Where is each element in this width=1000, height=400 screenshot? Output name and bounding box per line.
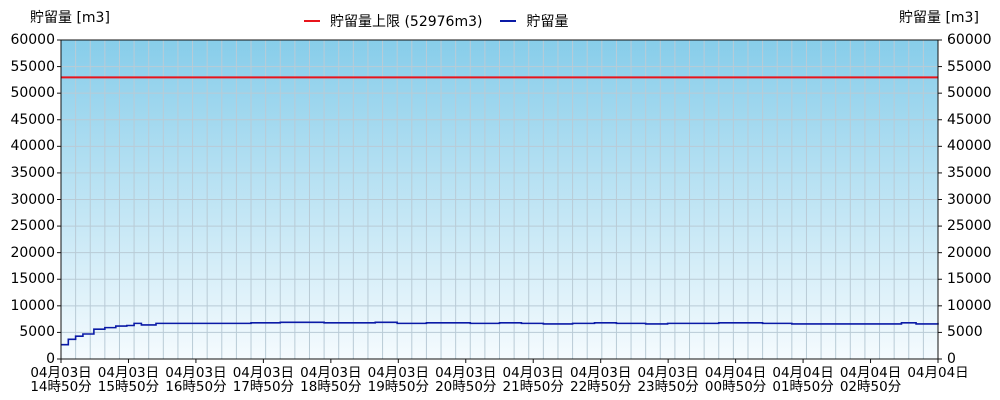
x-tick-time: 16時50分 <box>165 379 227 395</box>
y-tick-label-right: 25000 <box>947 218 992 235</box>
x-tick-date: 04月03日 <box>502 365 564 381</box>
x-tick-time: 19時50分 <box>367 379 429 395</box>
y-tick-label-right: 45000 <box>947 111 992 128</box>
y-tick-label-left: 40000 <box>10 138 55 155</box>
x-tick-label: 04月03日 15時50分 <box>88 366 168 394</box>
x-tick-date: 04月03日 <box>232 365 295 381</box>
x-tick-label: 04月03日 16時50分 <box>156 366 236 394</box>
y-tick-label-right: 35000 <box>947 164 992 181</box>
x-tick-time: 15時50分 <box>97 379 160 395</box>
storage-swatch <box>500 20 517 22</box>
x-tick-label: 04月03日 19時50分 <box>358 366 438 394</box>
y-tick-label-left: 25000 <box>10 218 55 235</box>
x-tick-date: 04月03日 <box>30 365 92 381</box>
plot-frame <box>57 39 942 363</box>
y-tick-label-left: 10000 <box>10 297 55 314</box>
legend-storage-label: 貯留量 <box>526 14 569 30</box>
y-tick-label-left: 5000 <box>19 324 55 341</box>
legend: 貯留量上限 (52976m3) 貯留量 <box>304 11 586 31</box>
x-tick-label: 04月03日 18時50分 <box>291 366 371 394</box>
x-tick-date: 04月03日 <box>637 365 699 381</box>
x-tick-label: 04月04日 00時50分 <box>696 366 776 394</box>
y-tick-label-right: 40000 <box>947 138 992 155</box>
x-tick-time: 23時50分 <box>637 379 699 395</box>
x-tick-label: 04月03日 20時50分 <box>426 366 506 394</box>
x-tick-time: 01時50分 <box>772 379 834 395</box>
x-tick-time: 22時50分 <box>570 379 632 395</box>
x-tick-time: 21時50分 <box>502 379 564 395</box>
y-tick-label-left: 50000 <box>10 85 55 102</box>
x-tick-time: 14時50分 <box>30 379 92 395</box>
x-tick-time: 17時50分 <box>232 379 295 395</box>
x-tick-label: 04月04日 02時50分 <box>831 366 911 394</box>
x-tick-date: 04月04日 <box>704 365 767 381</box>
x-tick-date: 04月03日 <box>367 365 429 381</box>
x-tick-date: 04月04日 <box>772 365 834 381</box>
y-tick-label-left: 55000 <box>10 58 55 75</box>
x-tick-time: 20時50分 <box>435 379 497 395</box>
x-tick-date: 04月03日 <box>97 365 160 381</box>
y-tick-label-right: 0 <box>947 351 956 367</box>
x-tick-time: 00時50分 <box>704 379 767 395</box>
x-tick-label: 04月03日 23時50分 <box>628 366 708 394</box>
x-tick-label: 04月04日 01時50分 <box>763 366 843 394</box>
y-tick-label-left: 15000 <box>10 271 55 288</box>
y-tick-label-left: 45000 <box>10 111 55 128</box>
x-tick-date: 04月03日 <box>165 365 227 381</box>
x-tick-label: 04月04日 <box>898 366 978 380</box>
y-tick-label-right: 15000 <box>947 271 992 288</box>
y-tick-label-left: 60000 <box>10 32 55 48</box>
x-tick-label: 04月03日 21時50分 <box>493 366 573 394</box>
y-axis-label-right: 貯留量 [m3] <box>899 10 979 26</box>
grid-lines <box>60 39 939 360</box>
y-tick-label-left: 30000 <box>10 191 55 208</box>
y-tick-label-left: 0 <box>46 351 55 367</box>
y-axis-label-left: 貯留量 [m3] <box>30 10 110 26</box>
x-tick-date: 04月04日 <box>839 365 902 381</box>
series-line-0 <box>61 321 939 346</box>
x-tick-date: 04月04日 <box>907 365 969 381</box>
x-tick-label: 04月03日 17時50分 <box>223 366 303 394</box>
legend-item-limit: 貯留量上限 (52976m3) <box>304 11 482 31</box>
series-marks <box>61 76 939 346</box>
legend-limit-label: 貯留量上限 (52976m3) <box>330 14 483 30</box>
x-tick-date: 04月03日 <box>435 365 497 381</box>
y-tick-label-left: 20000 <box>10 244 55 261</box>
y-tick-label-right: 10000 <box>947 297 992 314</box>
legend-item-storage: 貯留量 <box>500 11 568 31</box>
y-tick-label-right: 5000 <box>947 324 983 341</box>
y-tick-label-right: 20000 <box>947 244 992 261</box>
x-tick-date: 04月03日 <box>300 365 362 381</box>
x-tick-date: 04月03日 <box>570 365 632 381</box>
x-tick-time: 18時50分 <box>300 379 362 395</box>
limit-swatch <box>304 20 320 22</box>
x-tick-time: 02時50分 <box>839 379 902 395</box>
y-tick-label-right: 60000 <box>947 32 992 48</box>
y-tick-label-left: 35000 <box>10 164 55 181</box>
x-tick-label: 04月03日 22時50分 <box>561 366 641 394</box>
y-tick-label-right: 30000 <box>947 191 992 208</box>
y-tick-label-right: 55000 <box>947 58 992 75</box>
x-tick-label: 04月03日 14時50分 <box>21 366 101 394</box>
y-tick-label-right: 50000 <box>947 85 992 102</box>
